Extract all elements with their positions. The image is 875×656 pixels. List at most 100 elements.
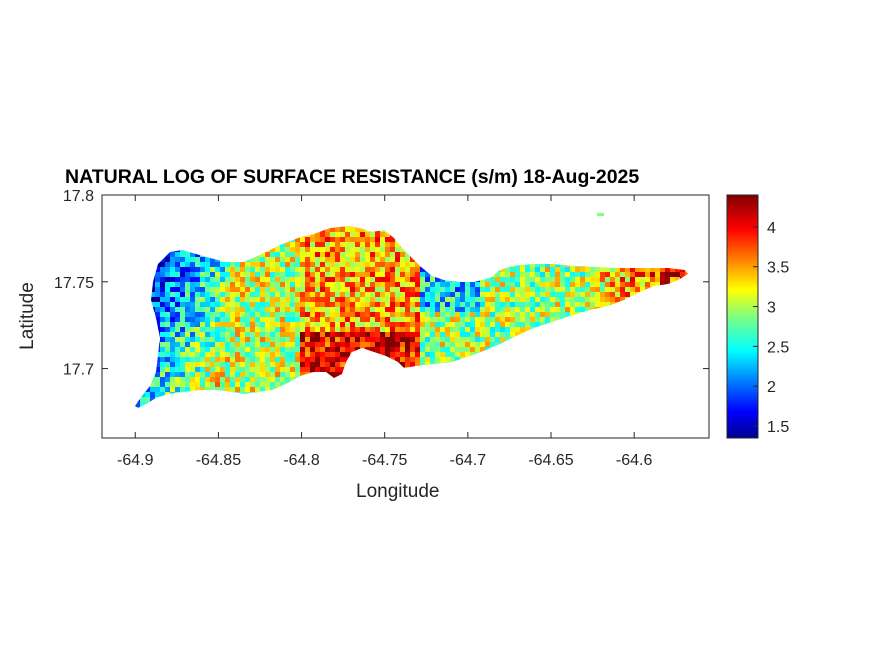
heat-cell <box>205 382 210 387</box>
heat-cell <box>375 302 380 307</box>
heat-cell <box>180 377 185 382</box>
heat-cell <box>445 317 450 322</box>
heat-cell <box>430 292 435 297</box>
heat-cell <box>270 332 275 337</box>
heat-cell <box>625 282 630 287</box>
heat-cell <box>510 312 515 317</box>
heat-cell <box>535 297 540 302</box>
heat-cell <box>315 322 320 327</box>
heat-cell <box>345 307 350 312</box>
heat-cell <box>390 287 395 292</box>
heat-cell <box>195 377 200 382</box>
heat-cell <box>605 297 610 302</box>
heat-cell <box>495 322 500 327</box>
heat-cell <box>595 277 600 282</box>
heat-cell <box>325 292 330 297</box>
heat-cell <box>430 317 435 322</box>
heat-cell <box>375 342 380 347</box>
heat-cell <box>340 262 345 267</box>
heat-cell <box>345 327 350 332</box>
heat-cell <box>655 277 660 282</box>
heat-cell <box>335 367 340 372</box>
heat-cell <box>195 352 200 357</box>
heat-cell <box>545 292 550 297</box>
heat-cell <box>460 327 465 332</box>
heat-cell <box>560 267 565 272</box>
heat-cell <box>540 307 545 312</box>
heat-cell <box>370 282 375 287</box>
heat-cell <box>265 287 270 292</box>
heat-cell <box>475 342 480 347</box>
heat-cell <box>335 357 340 362</box>
heat-cell <box>390 347 395 352</box>
heat-cell <box>250 337 255 342</box>
heat-cell <box>485 327 490 332</box>
heat-cell <box>230 297 235 302</box>
heat-cell <box>315 367 320 372</box>
heat-cell <box>220 277 225 282</box>
heat-cell <box>190 367 195 372</box>
heat-cell <box>600 297 605 302</box>
heat-cell <box>310 307 315 312</box>
heat-cell <box>395 337 400 342</box>
heat-cell <box>155 322 160 327</box>
heat-cell <box>310 247 315 252</box>
heat-cell <box>550 317 555 322</box>
heat-cell <box>370 347 375 352</box>
heat-cell <box>370 267 375 272</box>
heat-cell <box>335 227 340 232</box>
heat-cell <box>290 357 295 362</box>
heat-cell <box>205 292 210 297</box>
heat-cell <box>190 297 195 302</box>
heat-cell <box>405 277 410 282</box>
heat-cell <box>370 257 375 262</box>
heat-cell <box>665 272 670 277</box>
heat-cell <box>405 267 410 272</box>
heat-cell <box>590 302 595 307</box>
heat-cell <box>300 347 305 352</box>
heat-cell <box>260 372 265 377</box>
heat-cell <box>300 312 305 317</box>
heat-cell <box>135 407 140 408</box>
heat-cell <box>190 262 195 267</box>
heat-cell <box>595 267 600 272</box>
heat-cell <box>425 292 430 297</box>
heat-cell <box>500 317 505 322</box>
heat-cell <box>455 332 460 337</box>
heat-cell <box>510 327 515 332</box>
heat-cell <box>490 297 495 302</box>
heat-cell <box>285 327 290 332</box>
heat-cell <box>445 342 450 347</box>
heat-cell <box>230 347 235 352</box>
heat-cell <box>240 302 245 307</box>
heat-cell <box>605 277 610 282</box>
heat-cell <box>355 317 360 322</box>
heat-cell <box>605 302 610 307</box>
heat-cell <box>340 342 345 347</box>
heat-cell <box>345 297 350 302</box>
heat-cell <box>345 267 350 272</box>
heat-cell <box>180 282 185 287</box>
heat-cell <box>445 312 450 317</box>
heat-cell <box>505 272 510 277</box>
heat-cell <box>275 377 280 382</box>
heat-cell <box>550 287 555 292</box>
heat-cell <box>520 297 525 302</box>
heat-cell <box>285 302 290 307</box>
heat-cell <box>290 317 295 322</box>
heat-cell <box>525 322 530 327</box>
heat-cell <box>355 277 360 282</box>
heat-cell <box>405 292 410 297</box>
heat-cell <box>205 337 210 342</box>
heat-cell <box>500 292 505 297</box>
heat-cell <box>210 327 215 332</box>
heat-cell <box>410 297 415 302</box>
heat-cell <box>340 362 345 367</box>
heat-cell <box>415 262 420 267</box>
heat-cell <box>245 307 250 312</box>
heat-cell <box>195 297 200 302</box>
heat-cell <box>295 307 300 312</box>
heat-cell <box>280 297 285 302</box>
heat-cell <box>215 267 220 272</box>
heat-cell <box>250 282 255 287</box>
